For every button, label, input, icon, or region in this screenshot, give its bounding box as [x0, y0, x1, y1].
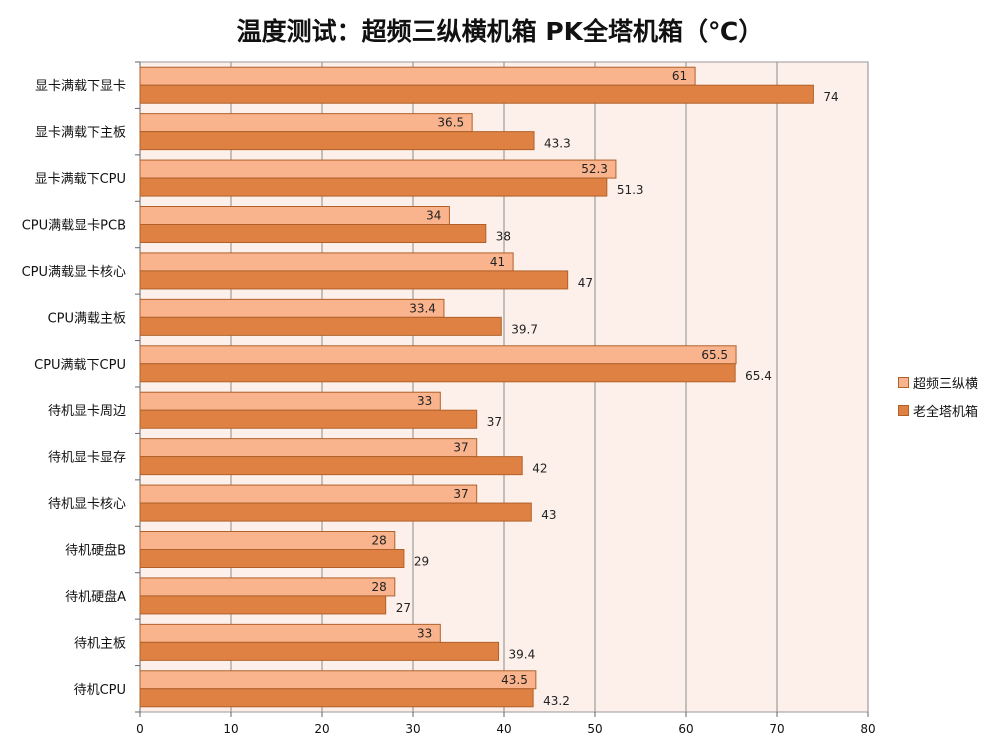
- category-label: 显卡满载下CPU: [35, 172, 126, 187]
- chart-legend: 超频三纵横 老全塔机箱: [898, 372, 978, 428]
- data-label-series-1: 37: [453, 441, 468, 455]
- data-label-series-1: 41: [490, 255, 505, 269]
- legend-item-series-1: 超频三纵横: [898, 372, 978, 392]
- bar-series-1: [139, 438, 478, 458]
- data-label-series-2: 74: [823, 90, 838, 104]
- category-label: CPU满载显卡PCB: [22, 219, 126, 234]
- data-label-series-1: 52.3: [581, 162, 608, 176]
- chart-title: 温度测试：超频三纵横机箱 PK全塔机箱（℃）: [236, 17, 764, 46]
- category-label: 显卡满载下主板: [35, 126, 126, 141]
- data-label-series-1: 65.5: [701, 348, 728, 362]
- bar-series-2: [139, 316, 502, 336]
- category-label: CPU满载显卡核心: [22, 265, 126, 280]
- data-label-series-2: 43.3: [544, 137, 571, 151]
- x-tick-label: 60: [678, 722, 693, 736]
- data-label-series-2: 27: [396, 601, 411, 615]
- category-label: 待机CPU: [74, 683, 126, 698]
- x-tick-label: 70: [769, 722, 784, 736]
- data-label-series-2: 65.4: [745, 369, 772, 383]
- legend-swatch-series-2: [898, 404, 909, 416]
- data-label-series-1: 33: [417, 394, 432, 408]
- bar-series-1: [139, 252, 514, 272]
- bar-series-1: [139, 531, 396, 550]
- bar-series-1: [139, 159, 617, 179]
- x-tick-label: 10: [223, 722, 238, 736]
- bar-series-1: [139, 577, 396, 597]
- data-label-series-2: 38: [496, 230, 511, 244]
- x-tick-label: 50: [587, 722, 602, 736]
- category-label: 待机硬盘A: [65, 589, 126, 605]
- data-label-series-2: 47: [578, 276, 593, 290]
- category-label: 待机硬盘B: [65, 543, 126, 559]
- data-label-series-1: 33: [417, 626, 432, 640]
- bar-series-2: [139, 270, 569, 290]
- bar-series-2: [139, 502, 532, 522]
- data-label-series-2: 43.2: [543, 694, 570, 708]
- bar-series-2: [139, 595, 387, 615]
- x-tick-label: 20: [314, 722, 329, 736]
- data-label-series-2: 37: [487, 415, 502, 429]
- category-label: CPU满载下CPU: [34, 358, 126, 373]
- category-label: 待机显卡显存: [48, 451, 126, 466]
- data-label-series-1: 28: [372, 534, 387, 548]
- bar-series-2: [139, 688, 534, 708]
- bar-series-2: [139, 409, 478, 429]
- bar-series-2: [139, 177, 608, 197]
- data-label-series-2: 42: [532, 462, 547, 476]
- legend-item-series-2: 老全塔机箱: [898, 400, 978, 420]
- data-label-series-2: 51.3: [617, 183, 644, 197]
- bar-series-2: [139, 224, 487, 243]
- data-label-series-1: 61: [672, 69, 687, 83]
- bar-series-2: [139, 549, 405, 568]
- category-label: 待机显卡核心: [48, 497, 126, 512]
- x-tick-label: 30: [405, 722, 420, 736]
- data-label-series-1: 28: [372, 580, 387, 594]
- bar-series-1: [139, 206, 450, 225]
- data-label-series-2: 29: [414, 555, 429, 569]
- category-label: 待机主板: [74, 636, 126, 651]
- data-label-series-2: 39.7: [511, 322, 538, 336]
- bar-series-1: [139, 66, 696, 86]
- bar-series-1: [139, 484, 478, 504]
- category-label: 显卡满载下显卡: [35, 79, 126, 94]
- bar-series-2: [139, 84, 814, 104]
- legend-swatch-series-1: [898, 376, 909, 388]
- bar-series-1: [139, 623, 441, 643]
- bar-series-2: [139, 131, 535, 151]
- bar-series-2: [139, 363, 736, 383]
- bar-series-1: [139, 391, 441, 411]
- legend-label-series-2: 老全塔机箱: [913, 404, 979, 420]
- x-tick-label: 40: [496, 722, 511, 736]
- bar-series-2: [139, 641, 500, 661]
- bar-series-1: [139, 298, 445, 318]
- category-label: CPU满载主板: [48, 311, 126, 326]
- x-tick-label: 0: [136, 722, 144, 736]
- data-label-series-2: 39.4: [509, 647, 536, 661]
- bar-series-1: [139, 670, 537, 690]
- data-label-series-1: 43.5: [501, 673, 528, 687]
- category-label: 待机显卡周边: [48, 404, 126, 419]
- legend-label-series-1: 超频三纵横: [913, 376, 979, 392]
- bar-series-2: [139, 456, 523, 476]
- data-label-series-2: 43: [541, 508, 556, 522]
- data-label-series-1: 36.5: [437, 116, 464, 130]
- bar-series-1: [139, 345, 737, 365]
- bar-series-1: [139, 113, 473, 133]
- data-label-series-1: 34: [426, 209, 441, 223]
- data-label-series-1: 37: [453, 487, 468, 501]
- x-tick-label: 80: [860, 722, 875, 736]
- data-label-series-1: 33.4: [409, 301, 436, 315]
